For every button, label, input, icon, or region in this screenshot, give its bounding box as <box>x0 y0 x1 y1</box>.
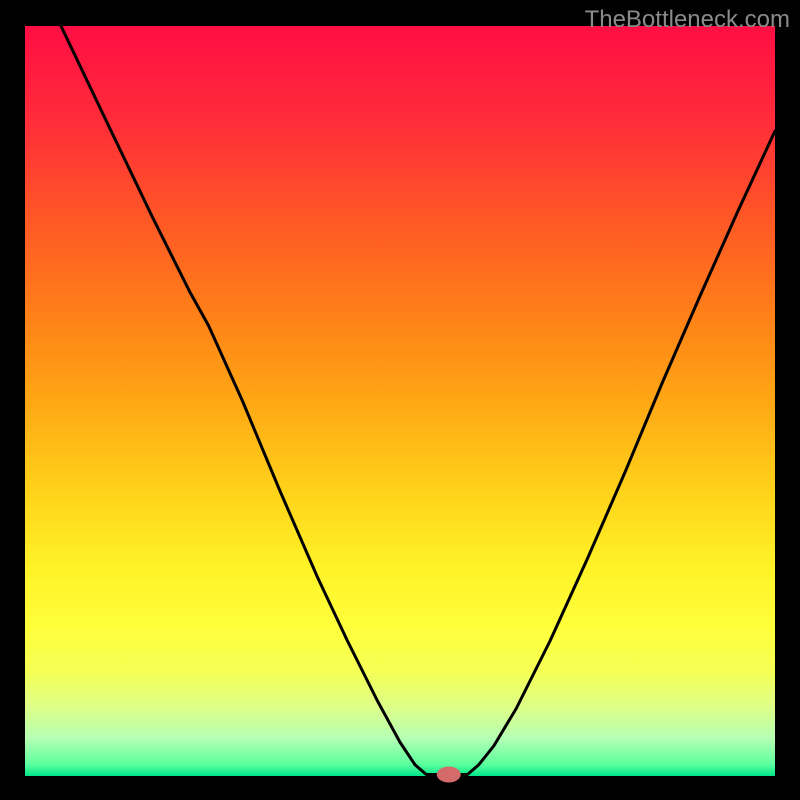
optimal-marker <box>437 767 461 783</box>
watermark-text: TheBottleneck.com <box>585 6 790 34</box>
bottleneck-chart <box>0 0 800 800</box>
plot-background <box>25 26 775 776</box>
